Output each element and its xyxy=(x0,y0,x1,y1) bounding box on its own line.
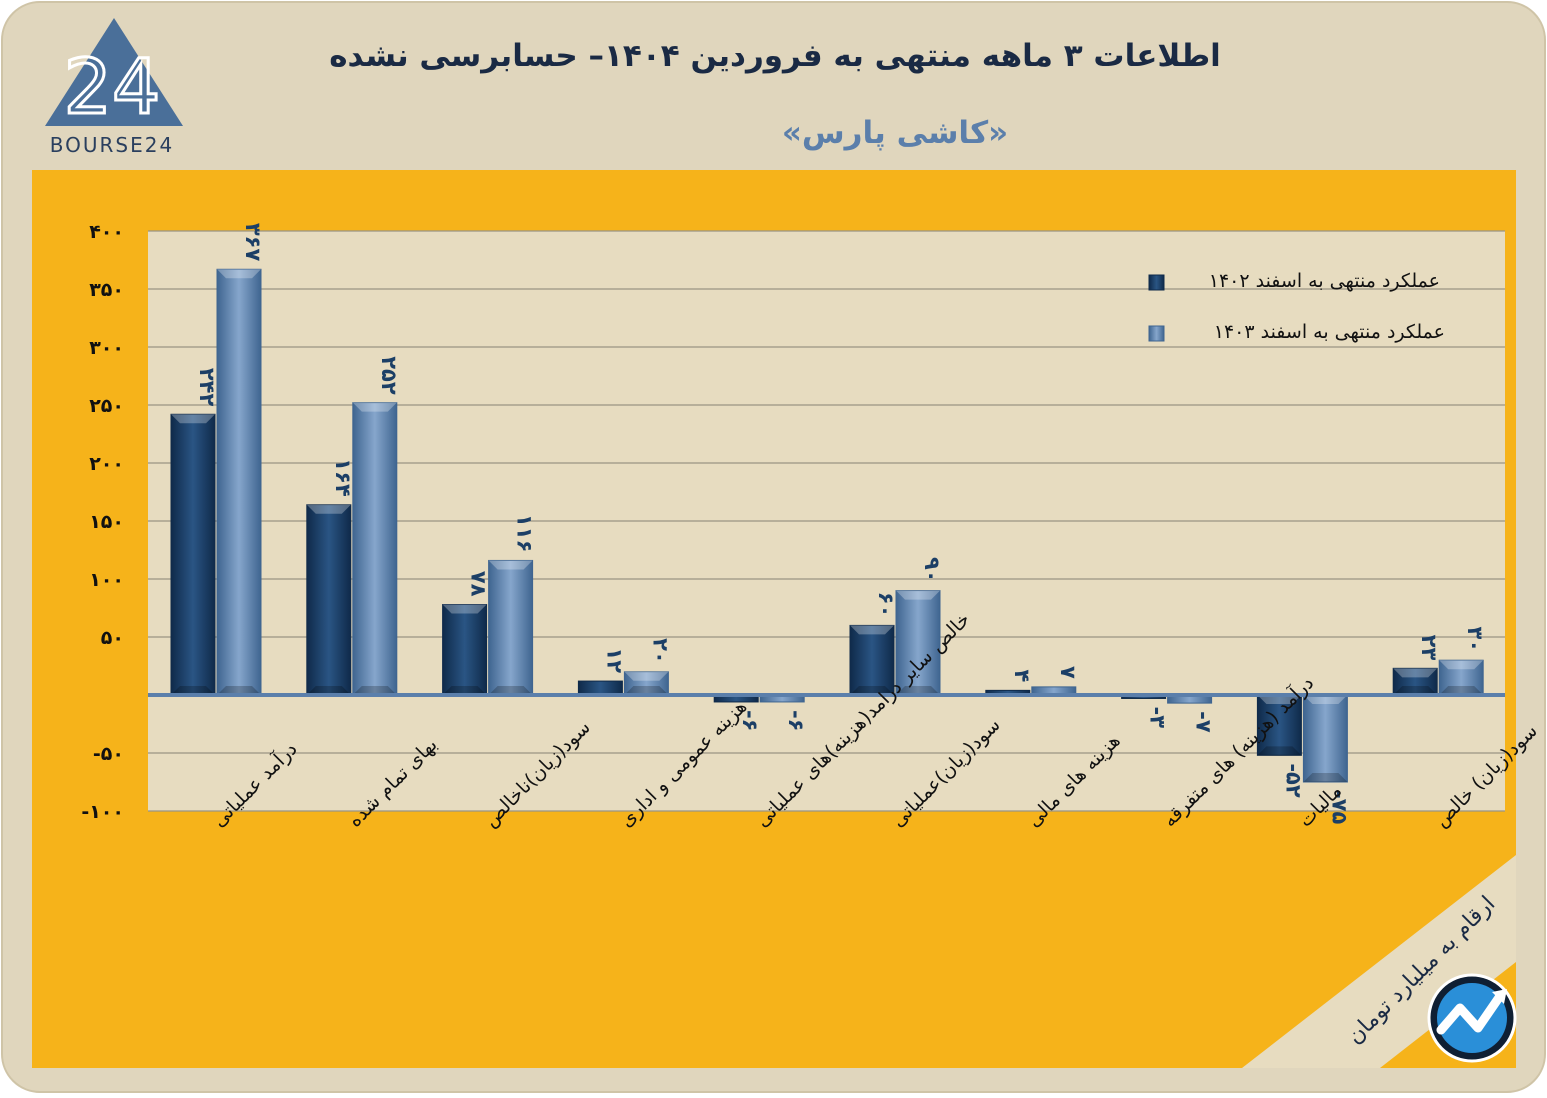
logo-triangle-icon xyxy=(45,18,183,126)
value-label: ۳۶۷ xyxy=(241,223,265,262)
trend-logo-icon xyxy=(1427,973,1517,1063)
logo-mark: 24 xyxy=(64,42,161,131)
bar xyxy=(352,402,398,696)
bar xyxy=(1256,694,1302,756)
y-tick-label: -۵۰ xyxy=(93,743,124,765)
y-tick-label: ۲۵۰ xyxy=(89,395,124,417)
value-label: -۵۲ xyxy=(1281,763,1305,798)
value-labels: ۲۴۲ ۳۶۷ ۱۶۴ ۲۵۲ ۷۸ ۱۱۶ ۱۲ ۲۰ -۶ -۶ ۶۰ ۹۰ ۴ ۷ -۳ -۷ -۵۲ -۷… xyxy=(195,223,1487,825)
legend-label-1403: عملکرد منتهی به اسفند ۱۴۰۳ xyxy=(1214,321,1445,343)
y-tick-label: ۳۰۰ xyxy=(89,337,124,359)
legend-swatch-1403 xyxy=(1148,325,1165,342)
value-label: ۲۰ xyxy=(648,638,672,664)
value-label: ۹۰ xyxy=(920,557,944,583)
bar xyxy=(1438,659,1484,696)
logo-text: BOURSE24 xyxy=(50,133,174,157)
y-tick-label: -۱۰۰ xyxy=(81,801,124,823)
value-label: -۷ xyxy=(1192,711,1216,733)
y-tick-label: ۴۰۰ xyxy=(89,221,124,243)
value-label: ۲۴۲ xyxy=(195,368,219,407)
page-title: اطلاعات ۳ ماهه منتهی به فروردین ۱۴۰۴– حس… xyxy=(329,38,1221,74)
value-label: -۶ xyxy=(784,710,808,732)
legend-swatch-1402 xyxy=(1148,274,1165,291)
company-name: «کاشی پارس» xyxy=(782,115,1008,151)
value-label: ۷۸ xyxy=(467,571,491,597)
y-tick-label: ۲۰۰ xyxy=(89,453,124,475)
value-label: ۲۵۲ xyxy=(377,356,401,395)
y-tick-label: ۱۵۰ xyxy=(89,511,124,533)
bourse24-logo: 24 BOURSE24 xyxy=(45,18,183,157)
value-label: ۱۶۴ xyxy=(331,458,355,497)
bar xyxy=(306,504,352,696)
y-tick-label: ۳۵۰ xyxy=(89,279,124,301)
legend: عملکرد منتهی به اسفند ۱۴۰۲ عملکرد منتهی … xyxy=(1148,270,1445,343)
grid xyxy=(148,230,1505,812)
value-label: ۳۰ xyxy=(1463,627,1487,653)
value-label: ۲۳ xyxy=(1417,635,1441,661)
value-label: ۷ xyxy=(1056,666,1080,679)
value-label: -۷۵ xyxy=(1327,790,1351,825)
value-label: ۱۲ xyxy=(602,647,626,673)
bar xyxy=(488,559,534,696)
y-tick-label: ۱۰۰ xyxy=(89,569,124,591)
y-tick-label: ۵۰ xyxy=(101,627,124,649)
y-tick-labels: ۴۰۰ ۳۵۰ ۳۰۰ ۲۵۰ ۲۰۰ ۱۵۰ ۱۰۰ ۵۰ -۵۰ -۱۰۰ xyxy=(81,221,124,823)
bar xyxy=(216,268,262,696)
value-label: -۳ xyxy=(1146,706,1170,728)
bar xyxy=(170,413,216,696)
bar xyxy=(1302,694,1348,783)
bar xyxy=(623,671,669,696)
bar xyxy=(577,680,623,696)
value-label: ۴ xyxy=(1010,670,1034,683)
value-label: -۶ xyxy=(738,710,762,732)
legend-label-1402: عملکرد منتهی به اسفند ۱۴۰۲ xyxy=(1209,270,1440,292)
bar xyxy=(895,590,941,696)
bar xyxy=(1392,667,1438,696)
value-label: ۱۱۶ xyxy=(513,514,537,552)
bar xyxy=(849,624,895,696)
bar xyxy=(442,604,488,696)
value-label: ۶۰ xyxy=(874,592,898,618)
bars xyxy=(170,268,1484,783)
